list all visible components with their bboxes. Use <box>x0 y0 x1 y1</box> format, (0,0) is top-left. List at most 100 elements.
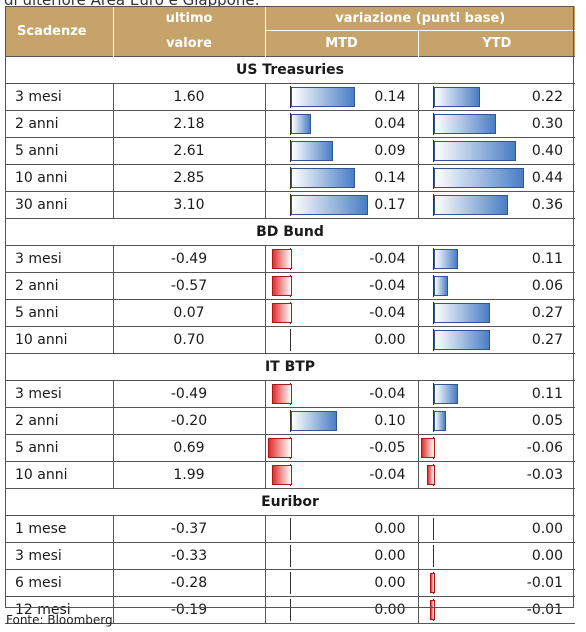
mtd-header: MTD <box>264 30 418 57</box>
mtd-cell: -0.04 <box>265 461 419 489</box>
maturity-label: 10 anni <box>5 461 114 489</box>
ytd-value: 0.00 <box>531 548 563 564</box>
ytd-value: 0.00 <box>531 521 563 537</box>
mtd-value: -0.05 <box>369 440 406 456</box>
section-title: IT BTP <box>5 353 575 381</box>
ytd-bar <box>433 87 480 107</box>
ytd-bar-axis <box>432 329 434 351</box>
ytd-cell: 0.40 <box>418 137 575 165</box>
maturity-label: 2 anni <box>5 110 114 138</box>
table-row: 3 mesi -0.49 -0.04 0.11 <box>5 380 575 408</box>
ytd-cell: 0.27 <box>418 326 575 354</box>
last-value: 2.61 <box>113 137 266 165</box>
ytd-cell: 0.11 <box>418 245 575 273</box>
mtd-cell: -0.04 <box>265 380 419 408</box>
mtd-bar-axis <box>289 140 291 162</box>
last-value: -0.28 <box>113 569 266 597</box>
mtd-value: 0.00 <box>374 521 406 537</box>
ytd-value: 0.11 <box>531 251 563 267</box>
ytd-cell: 0.22 <box>418 83 575 111</box>
table-row: 5 anni 0.07 -0.04 0.27 <box>5 299 575 327</box>
mtd-bar-axis <box>289 572 291 594</box>
ytd-bar <box>433 168 524 188</box>
maturity-label: 3 mesi <box>5 542 114 570</box>
mtd-bar-axis <box>289 518 291 540</box>
mtd-value: 0.00 <box>374 575 406 591</box>
ytd-bar <box>429 600 435 620</box>
last-value: 3.10 <box>113 191 266 219</box>
section-row: BD Bund <box>5 218 575 246</box>
mtd-value: 0.00 <box>374 602 406 618</box>
ytd-cell: 0.36 <box>418 191 575 219</box>
mtd-bar <box>271 276 292 296</box>
ytd-value: 0.27 <box>531 305 563 321</box>
table-row: 30 anni 3.10 0.17 0.36 <box>5 191 575 219</box>
mtd-cell: 0.10 <box>265 407 419 435</box>
mtd-bar <box>271 384 292 404</box>
mtd-cell: 0.09 <box>265 137 419 165</box>
ytd-value: 0.40 <box>531 143 563 159</box>
mtd-value: -0.04 <box>369 251 406 267</box>
cut-off-title: di ulteriore Area Euro e Giappone: <box>4 0 260 9</box>
mtd-cell: -0.04 <box>265 299 419 327</box>
ytd-bar-axis <box>432 248 434 270</box>
maturity-label: 5 anni <box>5 137 114 165</box>
last-value-header-top: ultimo <box>112 6 265 31</box>
ytd-value: -0.06 <box>526 440 563 456</box>
mtd-value: 0.14 <box>374 89 406 105</box>
ytd-bar <box>433 276 448 296</box>
mtd-cell: 0.17 <box>265 191 419 219</box>
mtd-value: -0.04 <box>369 386 406 402</box>
mtd-cell: -0.04 <box>265 272 419 300</box>
mtd-bar <box>290 141 333 161</box>
maturity-label: 2 anni <box>5 407 114 435</box>
mtd-bar <box>271 249 292 269</box>
mtd-bar <box>290 168 355 188</box>
mtd-value: 0.04 <box>374 116 406 132</box>
ytd-value: 0.36 <box>531 197 563 213</box>
ytd-bar <box>433 249 458 269</box>
mtd-cell: 0.00 <box>265 515 419 543</box>
table-row: 5 anni 0.69 -0.05 -0.06 <box>5 434 575 462</box>
ytd-cell: -0.03 <box>418 461 575 489</box>
table-row: 10 anni 0.70 0.00 0.27 <box>5 326 575 354</box>
mtd-bar-axis <box>289 410 291 432</box>
mtd-bar-axis <box>289 599 291 621</box>
table-row: 2 anni -0.20 0.10 0.05 <box>5 407 575 435</box>
ytd-bar <box>433 195 508 215</box>
maturity-label: 1 mese <box>5 515 114 543</box>
ytd-value: 0.22 <box>531 89 563 105</box>
ytd-bar-axis <box>432 167 434 189</box>
ytd-bar <box>433 411 446 431</box>
table-row: 5 anni 2.61 0.09 0.40 <box>5 137 575 165</box>
ytd-bar <box>433 330 490 350</box>
last-value: -0.57 <box>113 272 266 300</box>
mtd-value: 0.09 <box>374 143 406 159</box>
maturity-label: 5 anni <box>5 434 114 462</box>
section-title: BD Bund <box>5 218 575 246</box>
ytd-bar <box>420 438 435 458</box>
mtd-cell: 0.14 <box>265 164 419 192</box>
mtd-value: 0.00 <box>374 548 406 564</box>
ytd-cell: 0.00 <box>418 542 575 570</box>
ytd-cell: 0.11 <box>418 380 575 408</box>
ytd-bar-axis <box>432 194 434 216</box>
mtd-value: 0.00 <box>374 332 406 348</box>
mtd-cell: 0.14 <box>265 83 419 111</box>
ytd-value: -0.03 <box>526 467 563 483</box>
ytd-bar-axis <box>432 410 434 432</box>
mtd-cell: 0.00 <box>265 596 419 624</box>
section-row: US Treasuries <box>5 56 575 84</box>
mtd-bar <box>290 411 337 431</box>
mtd-bar-axis <box>289 86 291 108</box>
mtd-value: -0.04 <box>369 278 406 294</box>
maturity-label: 30 anni <box>5 191 114 219</box>
last-value: 0.70 <box>113 326 266 354</box>
table-row: 3 mesi -0.33 0.00 0.00 <box>5 542 575 570</box>
mtd-cell: 0.00 <box>265 326 419 354</box>
table-row: 6 mesi -0.28 0.00 -0.01 <box>5 569 575 597</box>
ytd-value: 0.44 <box>531 170 563 186</box>
last-value: 0.07 <box>113 299 266 327</box>
mtd-bar <box>271 465 292 485</box>
mtd-bar-axis <box>289 194 291 216</box>
